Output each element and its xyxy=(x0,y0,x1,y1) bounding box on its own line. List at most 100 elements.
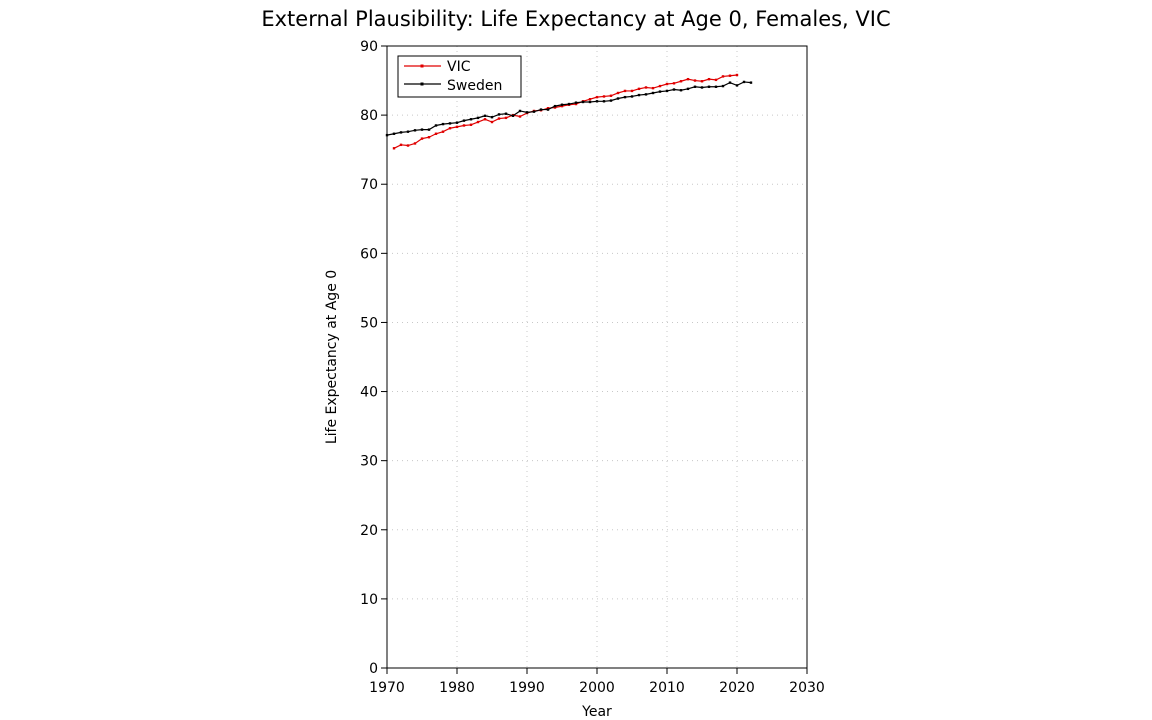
data-point-vic xyxy=(707,77,711,81)
data-point-vic xyxy=(392,147,396,150)
data-point-sweden xyxy=(427,128,431,131)
data-point-sweden xyxy=(595,100,599,103)
data-point-sweden xyxy=(623,95,627,99)
data-point-vic xyxy=(644,86,648,89)
data-point-sweden xyxy=(588,100,592,104)
data-point-vic xyxy=(483,118,487,121)
data-point-sweden xyxy=(637,93,641,97)
data-point-vic xyxy=(658,84,662,88)
data-point-sweden xyxy=(539,108,543,111)
data-point-sweden xyxy=(567,102,571,106)
y-tick-label: 70 xyxy=(360,177,378,193)
y-tick-label: 50 xyxy=(360,315,378,331)
data-point-sweden xyxy=(385,133,389,137)
data-point-vic xyxy=(665,82,669,86)
x-tick-label: 2010 xyxy=(649,680,685,696)
data-point-sweden xyxy=(455,121,459,124)
data-point-vic xyxy=(679,80,683,83)
data-point-sweden xyxy=(448,122,452,125)
data-point-vic xyxy=(553,106,557,109)
data-point-sweden xyxy=(511,114,515,118)
data-point-vic xyxy=(588,98,592,101)
data-point-vic xyxy=(637,87,641,91)
data-point-sweden xyxy=(553,104,557,108)
data-point-sweden xyxy=(686,87,690,91)
series-vic xyxy=(392,73,739,150)
data-point-sweden xyxy=(420,128,424,131)
x-axis: 1970 1980 1990 2000 2010 2020 2030 xyxy=(369,668,825,696)
data-point-sweden xyxy=(714,85,718,88)
data-point-sweden xyxy=(399,131,403,134)
x-axis-label: Year xyxy=(581,704,612,720)
data-point-vic xyxy=(441,130,445,133)
series-layer xyxy=(385,73,753,150)
data-point-sweden xyxy=(497,113,501,116)
data-point-sweden xyxy=(616,97,620,100)
data-point-vic xyxy=(700,80,704,83)
data-point-vic xyxy=(469,123,473,126)
data-point-sweden xyxy=(658,90,662,93)
data-point-vic xyxy=(686,77,690,81)
x-tick-label: 2000 xyxy=(579,680,615,696)
y-tick-label: 30 xyxy=(360,454,378,470)
data-point-sweden xyxy=(707,85,711,88)
data-point-sweden xyxy=(700,86,704,89)
data-point-sweden xyxy=(735,84,739,87)
data-point-vic xyxy=(616,91,620,95)
data-point-sweden xyxy=(476,116,480,120)
data-point-sweden xyxy=(602,100,606,103)
data-point-vic xyxy=(609,94,613,97)
y-axis: 0 10 20 30 40 50 60 70 80 90 xyxy=(360,39,387,677)
data-point-vic xyxy=(427,136,431,139)
chart-title: External Plausibility: Life Expectancy a… xyxy=(261,7,890,31)
data-point-vic xyxy=(490,120,494,124)
y-tick-label: 40 xyxy=(360,385,378,401)
data-point-sweden xyxy=(406,130,410,133)
data-point-sweden xyxy=(483,114,487,118)
data-point-sweden xyxy=(413,129,417,132)
data-point-vic xyxy=(602,95,606,98)
data-point-vic xyxy=(714,78,718,82)
data-point-sweden xyxy=(728,81,732,84)
data-point-sweden xyxy=(644,93,648,96)
data-point-sweden xyxy=(546,108,550,111)
data-point-sweden xyxy=(525,111,529,114)
data-point-vic xyxy=(420,137,424,140)
data-point-vic xyxy=(518,115,522,118)
legend-marker xyxy=(420,82,424,86)
data-point-vic xyxy=(735,73,739,77)
data-point-vic xyxy=(399,143,403,147)
x-tick-label: 1970 xyxy=(369,680,405,696)
y-tick-label: 20 xyxy=(360,523,378,539)
y-tick-label: 10 xyxy=(360,592,378,608)
legend-marker xyxy=(420,64,424,68)
data-point-vic xyxy=(728,74,732,77)
data-point-vic xyxy=(455,125,459,129)
data-point-sweden xyxy=(518,109,522,113)
data-point-sweden xyxy=(749,81,753,84)
series-sweden xyxy=(385,80,753,137)
data-point-sweden xyxy=(609,99,613,102)
data-point-sweden xyxy=(560,103,564,106)
data-point-sweden xyxy=(490,115,494,119)
data-point-vic xyxy=(574,102,578,106)
x-tick-label: 1980 xyxy=(439,680,475,696)
data-point-sweden xyxy=(665,89,669,93)
data-point-vic xyxy=(546,107,550,110)
data-point-sweden xyxy=(672,88,676,91)
data-point-sweden xyxy=(574,101,578,104)
data-point-vic xyxy=(595,95,599,99)
x-tick-label: 1990 xyxy=(509,680,545,696)
data-point-sweden xyxy=(630,95,634,98)
data-point-vic xyxy=(448,127,452,130)
y-tick-label: 80 xyxy=(360,108,378,124)
data-point-sweden xyxy=(532,110,536,113)
data-point-sweden xyxy=(742,80,746,84)
y-tick-label: 90 xyxy=(360,39,378,55)
data-point-vic xyxy=(406,144,410,147)
data-point-sweden xyxy=(504,112,508,115)
x-tick-label: 2030 xyxy=(789,680,825,696)
data-point-sweden xyxy=(693,85,697,88)
data-point-vic xyxy=(560,104,564,108)
